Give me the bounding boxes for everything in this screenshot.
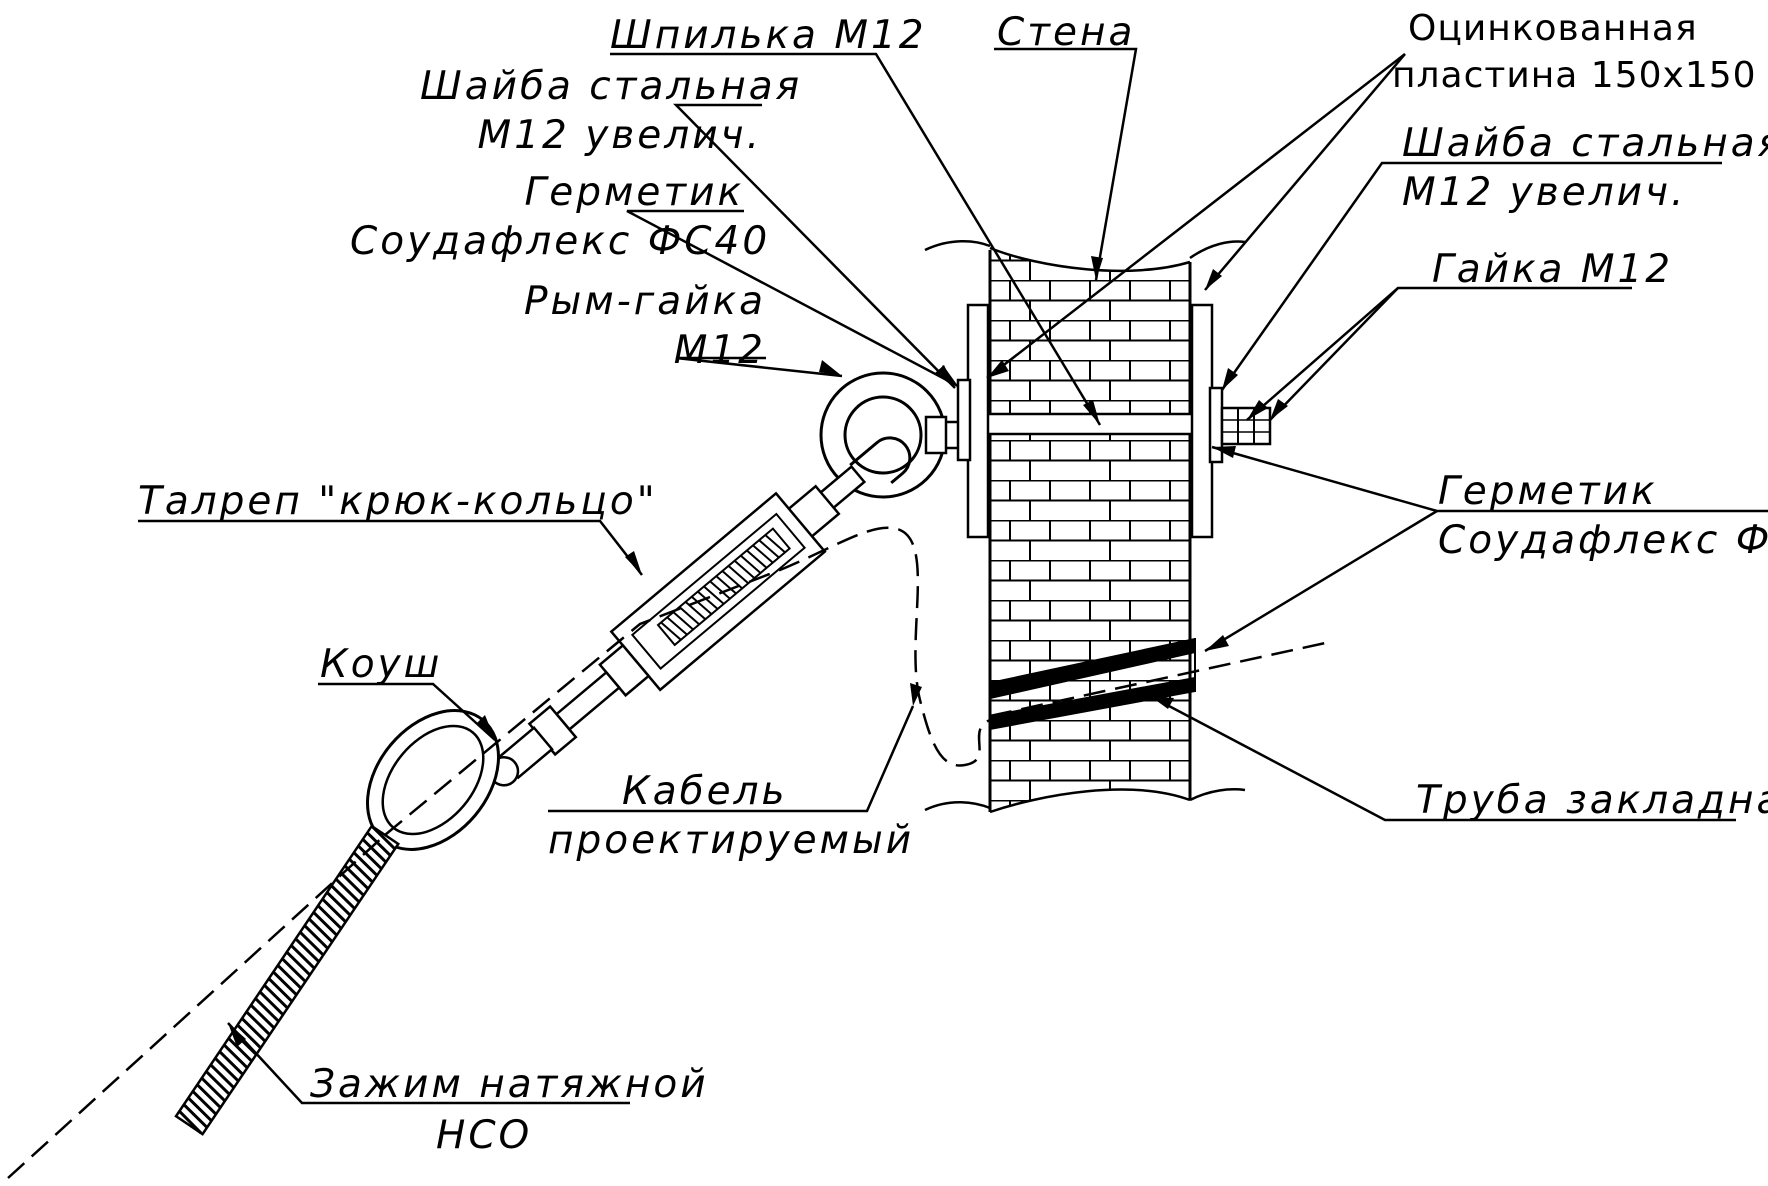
label-zazhim-1: Зажим натяжной	[310, 1062, 709, 1107]
plate-right	[1190, 303, 1224, 539]
embedded-pipe	[989, 638, 1196, 730]
label-germetik-right-1: Герметик	[1438, 469, 1658, 514]
label-kabel-1: Кабель	[622, 769, 788, 814]
label-stena: Стена	[997, 10, 1136, 55]
label-germetik-left-1: Герметик	[524, 170, 744, 215]
label-shaiba-right-1: Шайба стальная	[1402, 121, 1768, 166]
label-rym-2: М12	[673, 328, 766, 373]
label-truba: Труба закладная	[1416, 778, 1768, 823]
label-shaiba-left-1: Шайба стальная	[420, 64, 803, 109]
label-zazhim-2: НСО	[436, 1113, 533, 1158]
turnbuckle	[488, 436, 912, 787]
label-plastina-1: Оцинкованная	[1408, 8, 1698, 49]
plate-left	[956, 303, 990, 539]
cable	[7, 526, 1331, 1179]
arrowheads	[228, 256, 1288, 1047]
stud-m12	[983, 412, 1197, 436]
label-kabel-2: проектируемый	[548, 818, 915, 863]
label-talrep: Талреп "крюк-кольцо"	[138, 479, 658, 524]
label-shpilka: Шпилька М12	[610, 13, 927, 58]
nut-m12	[1220, 406, 1272, 446]
label-shaiba-left-2: М12 увелич.	[477, 113, 762, 158]
label-plastina-2: пластина 150х150	[1392, 55, 1757, 96]
label-shaiba-right-2: М12 увелич.	[1402, 170, 1687, 215]
label-germetik-right-2: Соудафлекс ФС40	[1438, 518, 1768, 563]
label-rym-1: Рым-гайка	[524, 279, 766, 324]
label-gaika: Гайка М12	[1432, 247, 1674, 292]
tension-clamp	[174, 824, 400, 1136]
label-koush: Коуш	[320, 642, 443, 687]
label-germetik-left-2: Соудафлекс ФС40	[350, 219, 771, 264]
leader-lines	[138, 47, 1768, 1105]
